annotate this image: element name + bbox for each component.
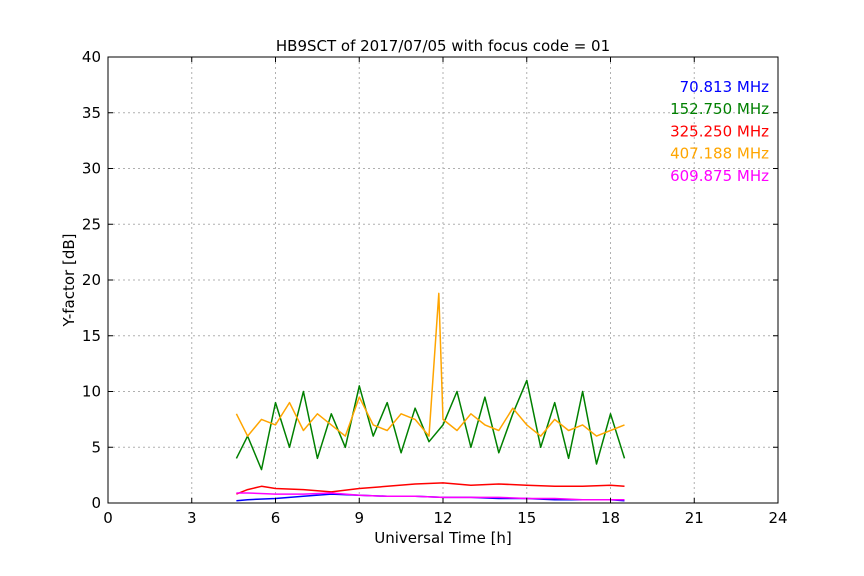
y-tick-label: 25 xyxy=(82,215,101,233)
tick-layer: 0 3 6 9 12 15 18 21 24 0 5 10 15 20 25 30 35 40 xyxy=(82,48,788,527)
y-tick-label: 15 xyxy=(82,327,101,345)
y-tick-label: 20 xyxy=(82,271,101,289)
grid-layer xyxy=(108,57,778,503)
x-tick-label: 3 xyxy=(187,509,197,527)
x-tick-label: 21 xyxy=(685,509,704,527)
series-line-4 xyxy=(236,492,625,501)
x-tick-label: 24 xyxy=(768,509,787,527)
legend-entry: 407.188 MHz xyxy=(670,145,769,163)
y-tick-label: 0 xyxy=(91,494,101,512)
x-tick-label: 15 xyxy=(517,509,536,527)
x-tick-label: 6 xyxy=(271,509,281,527)
chart-title: HB9SCT of 2017/07/05 with focus code = 0… xyxy=(276,37,610,55)
legend-entry: 70.813 MHz xyxy=(680,78,769,96)
y-tick-label: 35 xyxy=(82,104,101,122)
x-tick-label: 12 xyxy=(433,509,452,527)
series-line-2 xyxy=(236,482,625,495)
x-axis-title: Universal Time [h] xyxy=(374,529,512,547)
x-tick-label: 9 xyxy=(354,509,364,527)
y-tick-label: 40 xyxy=(82,48,101,66)
legend-entry: 609.875 MHz xyxy=(670,167,769,185)
y-axis-title: Y-factor [dB] xyxy=(60,233,78,327)
series-layer xyxy=(235,292,626,502)
series-line-3 xyxy=(235,292,625,437)
y-tick-label: 5 xyxy=(91,438,101,456)
legend-entry: 325.250 MHz xyxy=(670,122,769,140)
series-line-1 xyxy=(235,379,626,471)
x-tick-label: 18 xyxy=(601,509,620,527)
y-tick-label: 10 xyxy=(82,383,101,401)
legend-entry: 152.750 MHz xyxy=(670,100,769,118)
legend: 70.813 MHz 152.750 MHz 325.250 MHz 407.188 … xyxy=(670,78,769,185)
y-tick-label: 30 xyxy=(82,160,101,178)
x-tick-label: 0 xyxy=(103,509,113,527)
